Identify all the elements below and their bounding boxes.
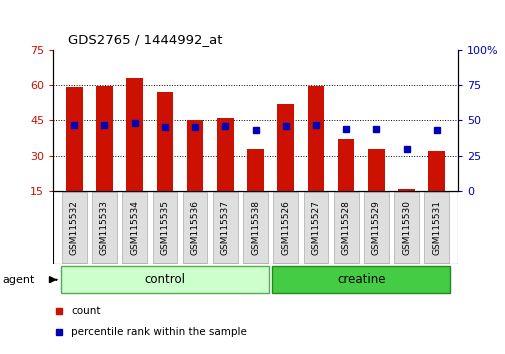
Text: GSM115526: GSM115526 [281,200,290,255]
Bar [277,104,293,191]
Text: GSM115535: GSM115535 [160,200,169,255]
Bar [122,192,147,263]
Text: GSM115533: GSM115533 [100,200,109,255]
Bar [307,86,324,191]
Text: GSM115536: GSM115536 [190,200,199,255]
Text: GSM115532: GSM115532 [70,200,79,255]
Bar [66,87,82,191]
Bar [367,149,384,191]
Bar [337,139,354,191]
Bar [363,192,388,263]
Bar [333,192,358,263]
Text: GDS2765 / 1444992_at: GDS2765 / 1444992_at [68,33,222,46]
Text: GSM115527: GSM115527 [311,200,320,255]
Bar [273,192,297,263]
Text: GSM115530: GSM115530 [401,200,410,255]
Bar [247,149,263,191]
Text: GSM115537: GSM115537 [220,200,229,255]
Bar [92,192,117,263]
Bar [272,266,449,293]
Bar [96,86,113,191]
Text: GSM115528: GSM115528 [341,200,350,255]
Text: GSM115534: GSM115534 [130,200,139,255]
Text: agent: agent [3,275,35,285]
Bar [303,192,328,263]
Bar [217,118,233,191]
Bar [152,192,177,263]
Bar [213,192,237,263]
Text: GSM115538: GSM115538 [250,200,260,255]
Text: percentile rank within the sample: percentile rank within the sample [71,327,247,337]
Bar [424,192,448,263]
Bar [186,120,203,191]
Bar [397,189,414,191]
Text: GSM115529: GSM115529 [371,200,380,255]
Text: count: count [71,306,100,316]
Bar [156,92,173,191]
Bar [243,192,267,263]
Text: creatine: creatine [336,273,385,286]
Bar [428,151,444,191]
Bar [61,266,269,293]
Bar [62,192,86,263]
Bar [182,192,207,263]
Text: GSM115531: GSM115531 [431,200,440,255]
Text: control: control [144,273,185,286]
Bar [393,192,418,263]
Bar [126,78,143,191]
